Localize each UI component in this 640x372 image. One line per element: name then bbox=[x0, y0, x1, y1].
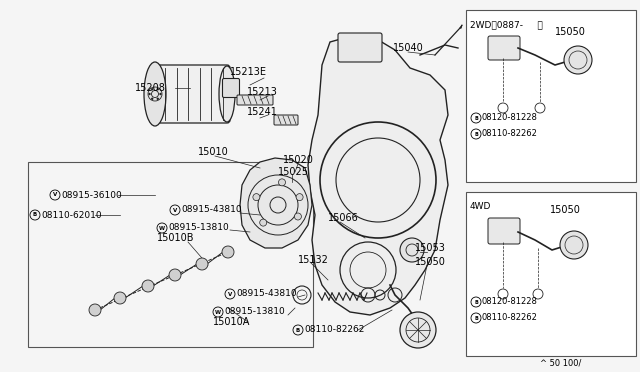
Text: 08110-82262: 08110-82262 bbox=[482, 129, 538, 138]
Text: B: B bbox=[474, 299, 478, 305]
Polygon shape bbox=[240, 158, 312, 248]
FancyBboxPatch shape bbox=[223, 78, 239, 97]
Circle shape bbox=[148, 93, 150, 95]
Bar bbox=[28, 162, 313, 347]
Text: 15010A: 15010A bbox=[213, 317, 250, 327]
Text: 15213: 15213 bbox=[247, 87, 278, 97]
Circle shape bbox=[260, 219, 267, 226]
Circle shape bbox=[564, 46, 592, 74]
Text: B: B bbox=[33, 212, 37, 218]
Circle shape bbox=[151, 97, 154, 100]
Circle shape bbox=[294, 213, 301, 220]
Text: 15132: 15132 bbox=[298, 255, 329, 265]
Circle shape bbox=[196, 258, 208, 270]
Text: 15050: 15050 bbox=[550, 205, 581, 215]
Text: 15066: 15066 bbox=[328, 213, 359, 223]
Circle shape bbox=[157, 97, 159, 100]
Text: 15053: 15053 bbox=[415, 243, 446, 253]
Circle shape bbox=[142, 280, 154, 292]
Circle shape bbox=[157, 88, 159, 90]
Text: 08915-43810: 08915-43810 bbox=[236, 289, 296, 298]
Ellipse shape bbox=[144, 62, 166, 126]
Bar bbox=[466, 10, 636, 182]
Text: V: V bbox=[173, 208, 177, 212]
Text: 08120-81228: 08120-81228 bbox=[482, 298, 538, 307]
Circle shape bbox=[400, 312, 436, 348]
Circle shape bbox=[222, 246, 234, 258]
Bar bbox=[466, 192, 636, 356]
FancyBboxPatch shape bbox=[488, 218, 520, 244]
Text: 08110-62010: 08110-62010 bbox=[41, 211, 102, 219]
Text: 08110-82262: 08110-82262 bbox=[304, 326, 364, 334]
Text: V: V bbox=[53, 192, 57, 198]
FancyBboxPatch shape bbox=[338, 33, 382, 62]
Circle shape bbox=[151, 88, 154, 90]
Text: 08915-43810: 08915-43810 bbox=[181, 205, 242, 215]
Text: 4WD: 4WD bbox=[470, 202, 492, 211]
Circle shape bbox=[169, 269, 181, 281]
Text: ^ 50 100/: ^ 50 100/ bbox=[540, 358, 581, 367]
Text: 2WD【0887-     】: 2WD【0887- 】 bbox=[470, 20, 543, 29]
Circle shape bbox=[296, 194, 303, 201]
FancyBboxPatch shape bbox=[274, 115, 298, 125]
FancyBboxPatch shape bbox=[237, 95, 273, 105]
Text: 15050: 15050 bbox=[415, 257, 446, 267]
Text: V: V bbox=[228, 292, 232, 296]
Text: 08120-81228: 08120-81228 bbox=[482, 113, 538, 122]
Text: 08110-82262: 08110-82262 bbox=[482, 314, 538, 323]
Text: 08915-13810: 08915-13810 bbox=[224, 308, 285, 317]
Text: 15010: 15010 bbox=[198, 147, 228, 157]
Polygon shape bbox=[308, 35, 448, 315]
Text: B: B bbox=[474, 315, 478, 321]
Text: 15050: 15050 bbox=[555, 27, 586, 37]
Circle shape bbox=[114, 292, 126, 304]
Text: 15010B: 15010B bbox=[157, 233, 195, 243]
Circle shape bbox=[253, 194, 260, 201]
Text: 15040: 15040 bbox=[393, 43, 424, 53]
Circle shape bbox=[159, 93, 162, 95]
Text: W: W bbox=[215, 310, 221, 314]
FancyBboxPatch shape bbox=[488, 36, 520, 60]
Text: B: B bbox=[474, 131, 478, 137]
Text: 15208: 15208 bbox=[135, 83, 166, 93]
Text: 15025: 15025 bbox=[278, 167, 309, 177]
Circle shape bbox=[278, 179, 285, 186]
FancyBboxPatch shape bbox=[152, 65, 230, 123]
Circle shape bbox=[89, 304, 101, 316]
Text: 15020: 15020 bbox=[283, 155, 314, 165]
Text: W: W bbox=[159, 225, 165, 231]
Circle shape bbox=[400, 238, 424, 262]
Text: 15213E: 15213E bbox=[230, 67, 267, 77]
Text: B: B bbox=[296, 327, 300, 333]
Text: 15241: 15241 bbox=[247, 107, 278, 117]
Text: 08915-13810: 08915-13810 bbox=[168, 224, 228, 232]
Text: B: B bbox=[474, 115, 478, 121]
Ellipse shape bbox=[219, 66, 235, 122]
Text: 08915-36100: 08915-36100 bbox=[61, 190, 122, 199]
Circle shape bbox=[560, 231, 588, 259]
